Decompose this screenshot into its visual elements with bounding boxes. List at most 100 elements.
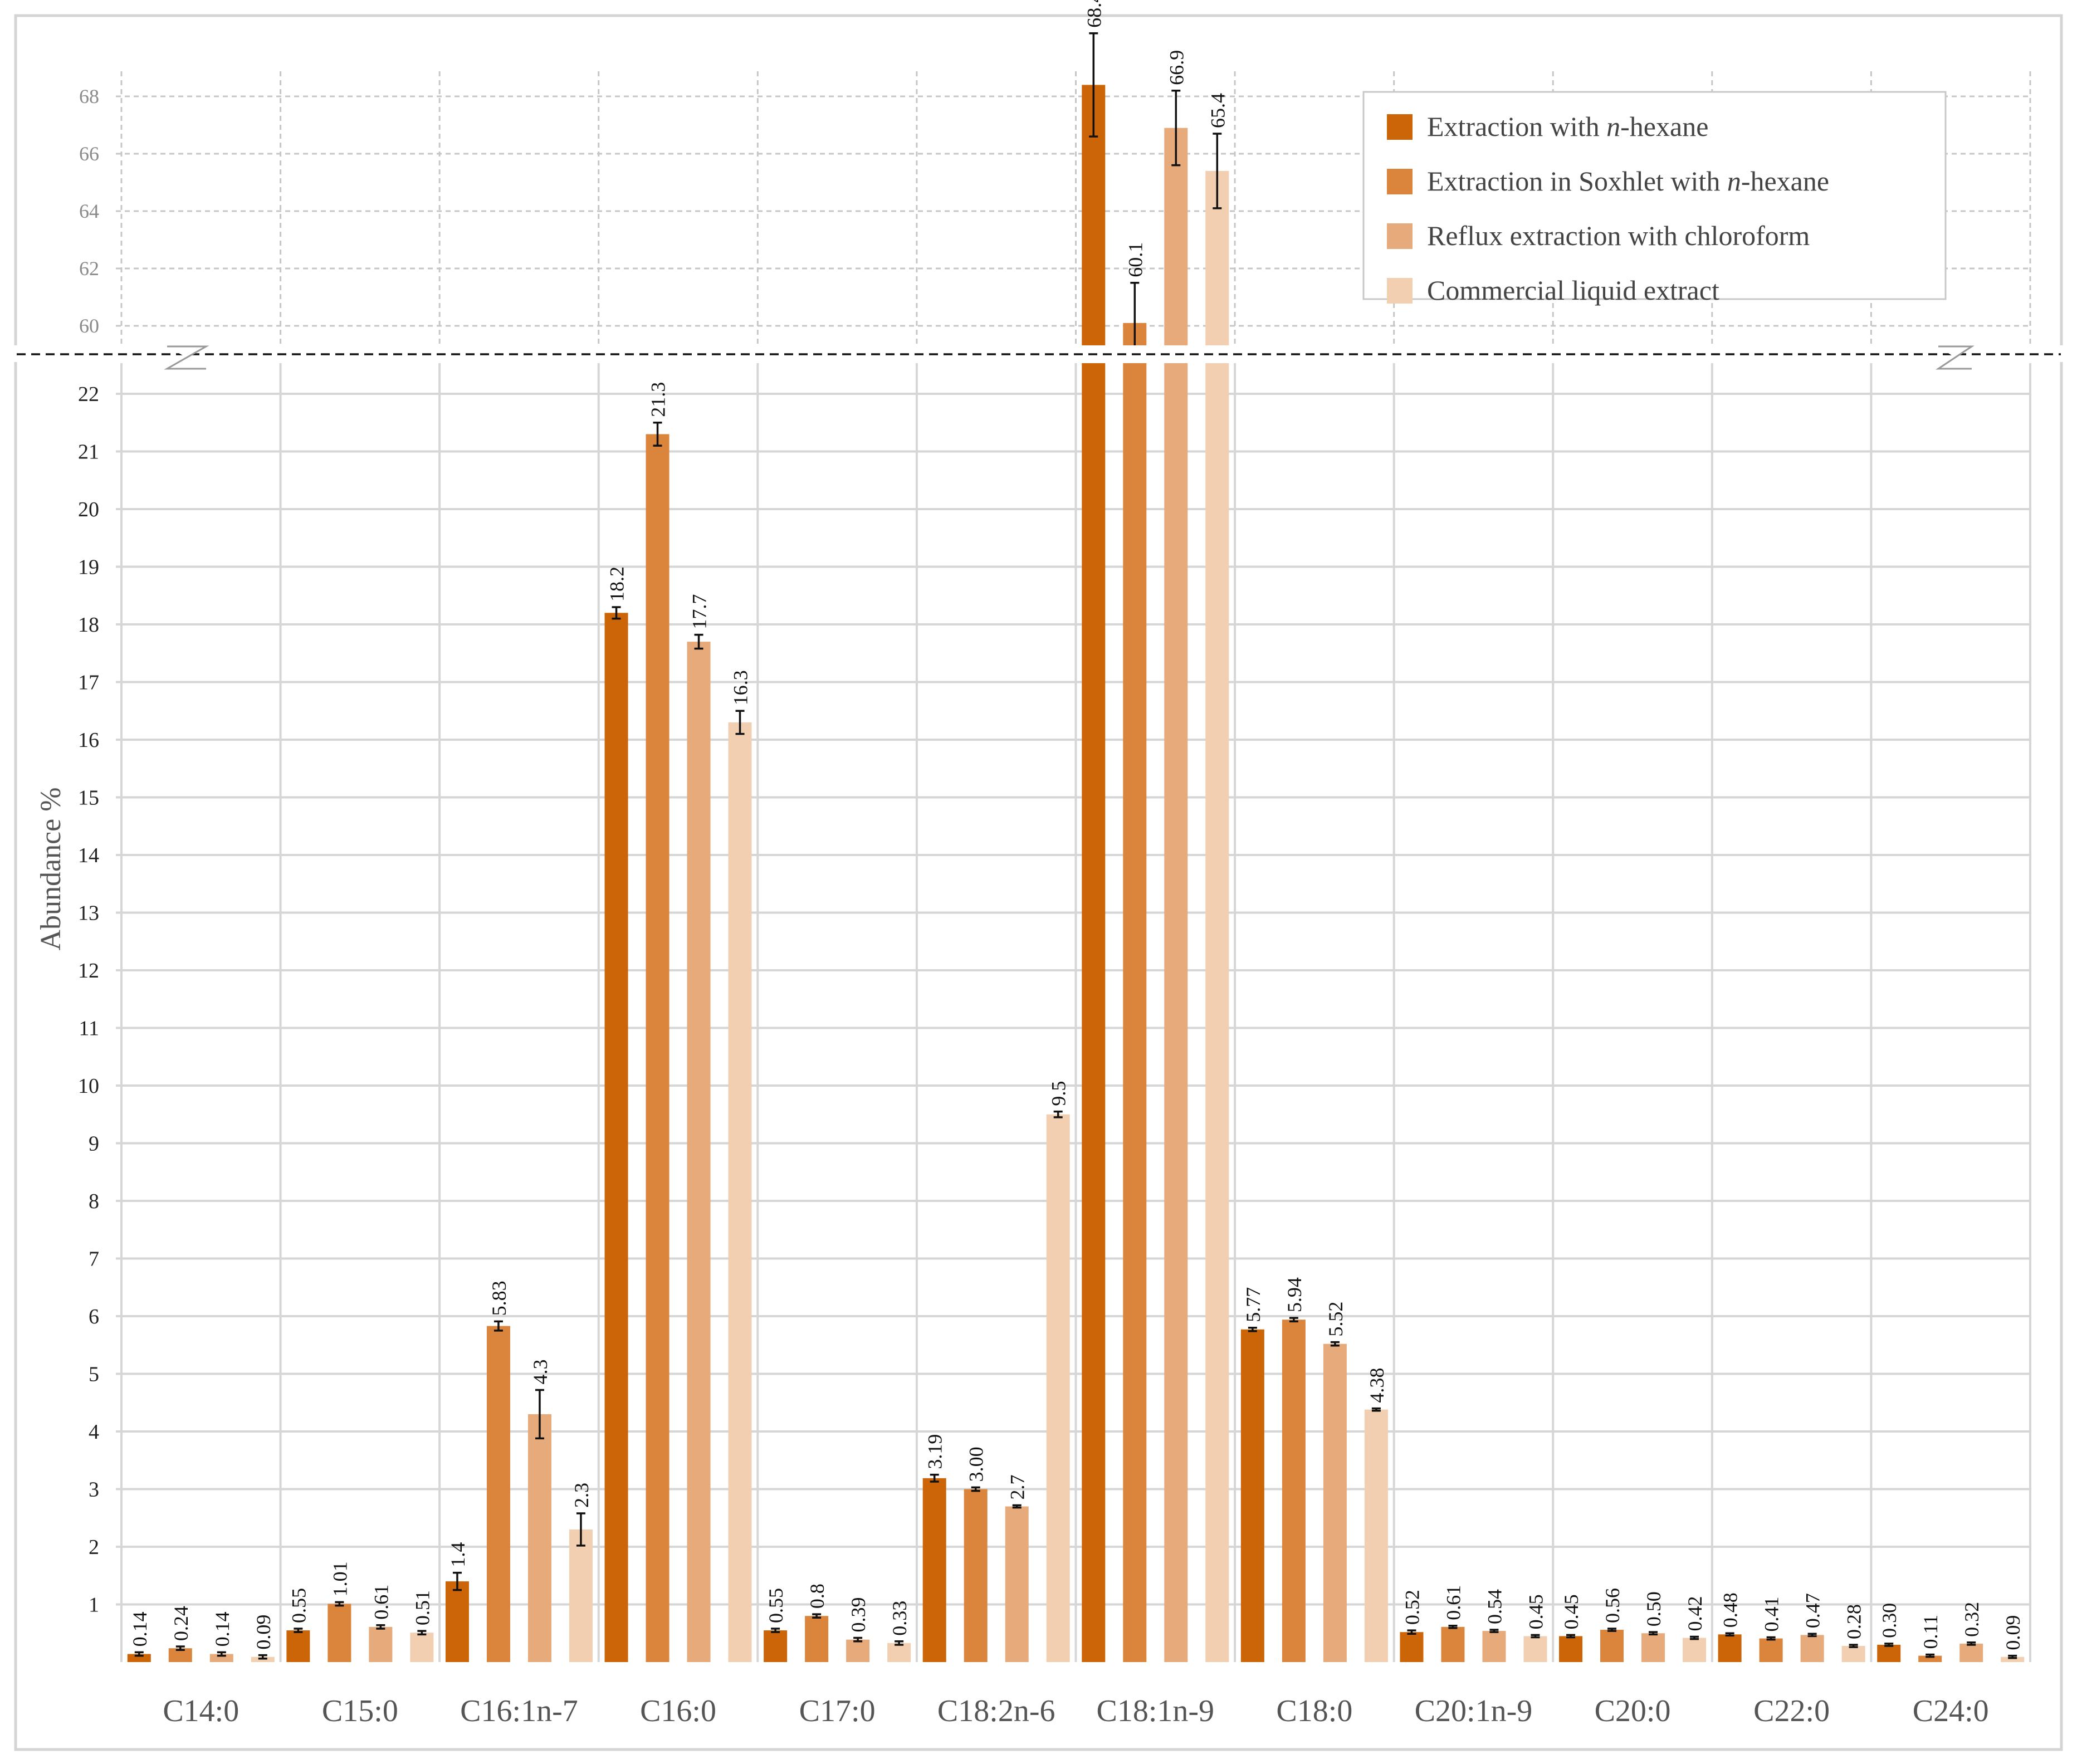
x-tick-label: C16:1n-7 [460, 1694, 578, 1728]
data-label: 0.54 [1483, 1589, 1506, 1624]
x-tick-label: C15:0 [322, 1694, 398, 1728]
data-label: 0.45 [1524, 1594, 1547, 1629]
bar [1282, 1320, 1306, 1662]
error-bar [535, 1389, 544, 1440]
data-label: 0.14 [129, 1611, 151, 1646]
error-bar [1089, 32, 1098, 138]
data-label: 0.30 [1878, 1603, 1900, 1638]
bar [1323, 1343, 1347, 1662]
bar [410, 1633, 434, 1662]
bar [805, 1616, 829, 1662]
y-tick-label: 8 [89, 1190, 99, 1213]
error-bar [971, 1486, 980, 1492]
data-label: 0.14 [211, 1611, 233, 1646]
error-bar [294, 1628, 303, 1633]
error-bar [1489, 1629, 1499, 1633]
y-tick-label: 18 [78, 613, 99, 637]
bar [1800, 1635, 1824, 1662]
bar [369, 1626, 393, 1662]
error-bar [1371, 1407, 1381, 1412]
bar [604, 613, 628, 1662]
error-bar [653, 422, 662, 447]
bar [1600, 1630, 1624, 1662]
y-tick-label: 10 [78, 1074, 99, 1098]
error-bar [1448, 1625, 1458, 1629]
error-bar [1967, 1641, 1976, 1646]
error-bar [1531, 1634, 1540, 1639]
x-tick-label: C14:0 [163, 1694, 239, 1728]
bar [1841, 1646, 1865, 1662]
legend-entry: Commercial liquid extract [1427, 275, 1719, 306]
data-label: 17.7 [688, 594, 711, 629]
data-label: 0.56 [1601, 1588, 1624, 1623]
error-bar [1171, 89, 1181, 167]
error-bar [1012, 1504, 1022, 1509]
bar [286, 1630, 310, 1662]
data-label: 0.47 [1802, 1593, 1824, 1628]
bar [964, 1489, 988, 1662]
error-bar [1725, 1632, 1734, 1637]
data-label: 2.3 [570, 1483, 593, 1508]
data-label: 5.52 [1325, 1302, 1347, 1337]
data-label: 0.51 [411, 1590, 433, 1625]
bar [1918, 1655, 1942, 1662]
bar [922, 1478, 946, 1662]
data-label: 3.00 [965, 1447, 988, 1482]
y-axis-label: Abundance % [35, 787, 67, 950]
x-tick-label: C24:0 [1913, 1694, 1989, 1728]
bar [1759, 1638, 1783, 1662]
data-label: 5.83 [488, 1281, 510, 1316]
data-label: 4.3 [529, 1359, 551, 1384]
bar [1683, 1638, 1707, 1662]
x-tick-label: C20:1n-9 [1415, 1694, 1533, 1728]
error-bar [853, 1636, 863, 1643]
error-bar [1649, 1631, 1658, 1636]
bar [127, 1654, 151, 1662]
legend-swatch [1387, 169, 1413, 194]
error-bar [1607, 1628, 1617, 1632]
data-label: 65.4 [1206, 93, 1229, 128]
error-bar [1849, 1644, 1858, 1648]
bar [1718, 1634, 1742, 1662]
data-label: 0.11 [1919, 1615, 1942, 1649]
data-label: 0.28 [1843, 1604, 1865, 1639]
bar [1959, 1643, 1983, 1662]
data-label: 18.2 [606, 566, 628, 602]
data-label: 0.39 [847, 1597, 869, 1633]
bar [1005, 1506, 1029, 1662]
error-bar [1807, 1633, 1817, 1638]
bar [445, 1581, 469, 1662]
error-bar [258, 1654, 267, 1660]
data-label: 0.8 [806, 1584, 828, 1609]
y-tick-label: 3 [89, 1478, 99, 1502]
bar [527, 1414, 551, 1662]
y-tick-label: 5 [89, 1363, 99, 1386]
bar [764, 1630, 788, 1662]
bar [646, 434, 669, 1663]
data-label: 4.38 [1366, 1368, 1388, 1403]
error-bar [1213, 133, 1222, 209]
y-tick-label: 2 [89, 1536, 99, 1559]
error-bar [1407, 1629, 1416, 1635]
legend: Extraction with n-hexane Extraction in So… [1362, 91, 1947, 306]
legend-entry: Reflux extraction with chloroform [1427, 220, 1810, 251]
y-tick-label: 6 [89, 1305, 99, 1328]
data-label: 0.48 [1719, 1592, 1742, 1628]
bar [1046, 1114, 1070, 1662]
bar [1400, 1632, 1424, 1662]
data-label: 2.7 [1006, 1474, 1029, 1499]
error-bar [1248, 1326, 1257, 1332]
legend-swatch [1387, 114, 1413, 140]
y-tick-label: 68 [79, 85, 99, 107]
bar [1559, 1636, 1583, 1662]
x-tick-label: C18:0 [1276, 1694, 1352, 1728]
error-bar [612, 606, 621, 620]
data-label: 0.09 [2002, 1615, 2024, 1650]
data-label: 0.33 [888, 1601, 911, 1636]
bar [209, 1654, 233, 1662]
x-tick-label: C20:0 [1595, 1694, 1671, 1728]
legend-entry: Extraction in Soxhlet with n-hexane [1427, 165, 1829, 197]
error-bar [576, 1512, 585, 1547]
data-label: 0.55 [287, 1588, 310, 1623]
error-bar [895, 1640, 904, 1646]
